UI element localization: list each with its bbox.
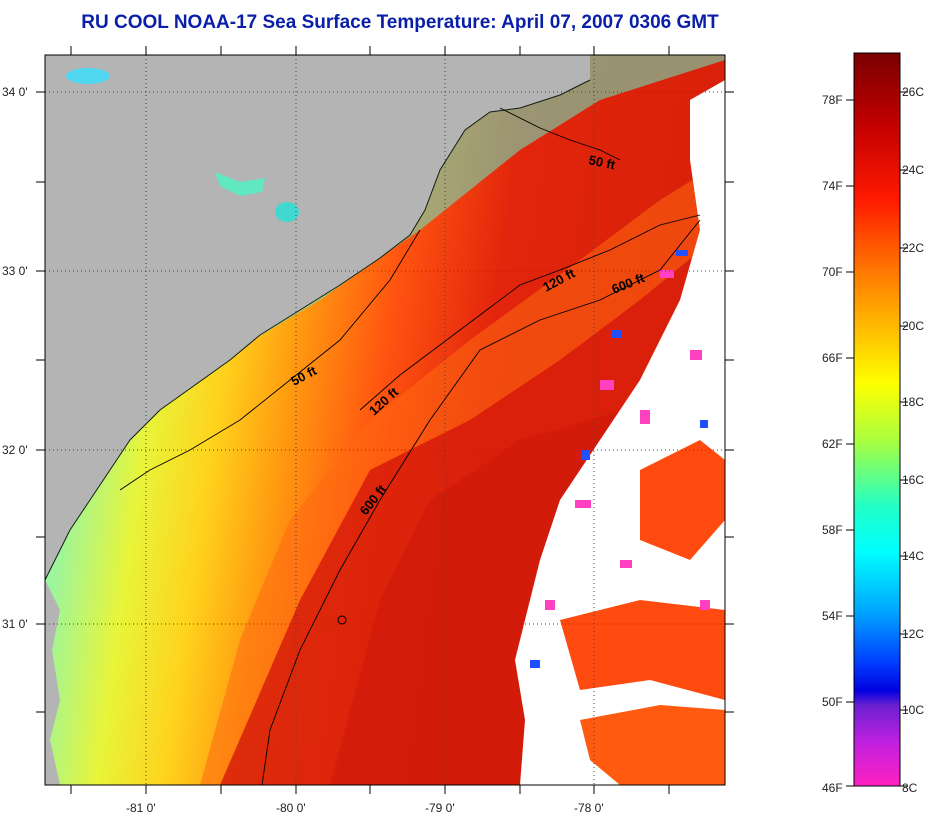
colorbar-f-label: 66F [822, 351, 843, 365]
colorbar-c-label: 12C [902, 627, 924, 641]
lon-label: -81 0' [126, 801, 156, 815]
lon-label: -78 0' [574, 801, 604, 815]
colorbar-f-label: 74F [822, 179, 843, 193]
contour-120ft [359, 214, 701, 411]
colorbar-c-label: 10C [902, 703, 924, 717]
page-title: RU COOL NOAA-17 Sea Surface Temperature:… [81, 12, 719, 33]
inland-water [66, 68, 110, 84]
lon-label: -80 0' [276, 801, 306, 815]
colorbar-f-label: 58F [822, 523, 843, 537]
lat-label: 32 0' [2, 443, 28, 457]
colorbar [853, 52, 901, 787]
colorbar-c-label: 16C [902, 473, 924, 487]
lat-label: 33 0' [2, 264, 28, 278]
lat-label: 31 0' [2, 617, 28, 631]
contour-50ft [499, 107, 621, 161]
colorbar-f-label: 70F [822, 265, 843, 279]
colorbar-f-label: 50F [822, 695, 843, 709]
coastline [45, 79, 591, 581]
colorbar-c-label: 26C [902, 85, 924, 99]
colorbar-c-label: 18C [902, 395, 924, 409]
colorbar-c-label: 20C [902, 319, 924, 333]
colorbar-f-label: 62F [822, 437, 843, 451]
lon-label: -79 0' [425, 801, 455, 815]
lat-label: 34 0' [2, 85, 28, 99]
cloud-speckles [545, 270, 710, 610]
land-mass [45, 55, 590, 580]
colorbar-c-label: 8C [902, 781, 918, 795]
contour-label: 50 ft [587, 152, 617, 172]
colorbar-c-label: 22C [902, 241, 924, 255]
colorbar-f-label: 46F [822, 781, 843, 795]
colorbar-f-label: 78F [822, 93, 843, 107]
map-frame [44, 54, 726, 786]
contour-600ft [261, 219, 701, 785]
colorbar-f-label: 54F [822, 609, 843, 623]
colorbar-c-label: 24C [902, 163, 924, 177]
colorbar-c-label: 14C [902, 549, 924, 563]
